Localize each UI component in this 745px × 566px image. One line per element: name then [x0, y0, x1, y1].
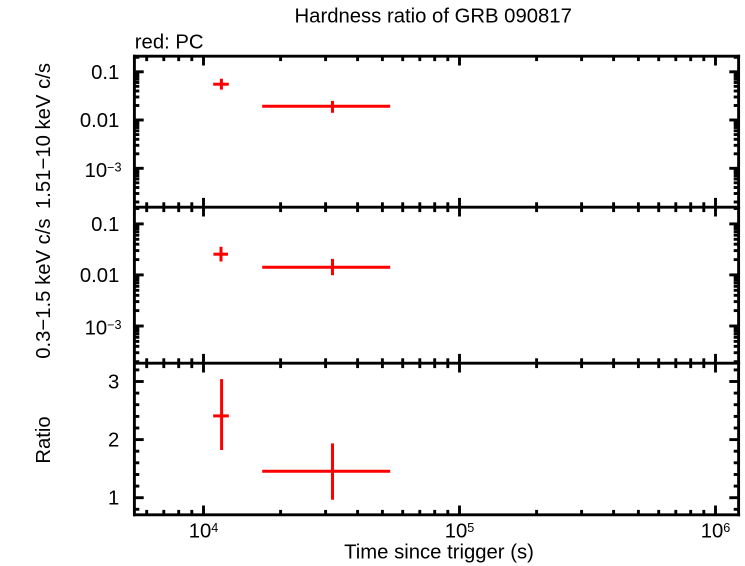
svg-text:Hardness ratio of GRB 090817: Hardness ratio of GRB 090817 [295, 6, 572, 28]
svg-text:Time since trigger (s): Time since trigger (s) [344, 542, 534, 564]
svg-text:0.1: 0.1 [91, 214, 119, 236]
svg-text:0.1: 0.1 [91, 62, 119, 84]
svg-text:0.01: 0.01 [80, 265, 119, 287]
svg-text:Ratio: Ratio [33, 416, 55, 463]
svg-text:3: 3 [108, 372, 119, 394]
svg-text:1.51−10 keV c/s: 1.51−10 keV c/s [33, 63, 55, 209]
svg-text:0.01: 0.01 [80, 110, 119, 132]
svg-text:104: 104 [189, 521, 219, 543]
svg-text:1: 1 [108, 488, 119, 510]
svg-text:red: PC: red: PC [135, 31, 204, 53]
svg-text:106: 106 [701, 521, 731, 543]
svg-text:105: 105 [445, 521, 475, 543]
svg-text:2: 2 [108, 430, 119, 452]
svg-text:0.3−1.5 keV c/s: 0.3−1.5 keV c/s [33, 218, 55, 358]
